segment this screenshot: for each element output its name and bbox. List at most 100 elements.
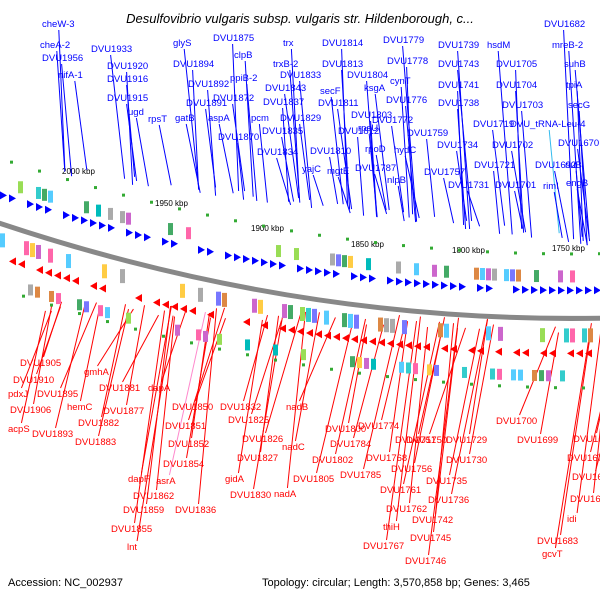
callout-line — [198, 308, 218, 505]
gene-label-reverse: DVU1774 — [358, 421, 399, 432]
forward-gene-arrow — [162, 237, 169, 246]
forward-gene-arrow — [135, 230, 142, 239]
callout-line — [335, 318, 367, 455]
forward-gene-arrow — [108, 223, 115, 232]
reverse-gene-arrow — [423, 343, 430, 352]
gene-label-reverse: nadB — [286, 402, 308, 413]
feature-block — [28, 284, 33, 296]
gene-label-reverse: gidA — [225, 474, 245, 485]
forward-gene-arrow — [261, 258, 268, 267]
feature-block — [434, 364, 439, 376]
callout-line — [540, 332, 560, 435]
gene-label-reverse: idi — [567, 514, 577, 525]
feature-block — [348, 313, 353, 328]
gene-label-forward: hydC — [394, 145, 416, 156]
gene-label-forward: DVU1702 — [492, 140, 533, 151]
callout-line — [357, 136, 365, 216]
gene-label-reverse: nadA — [274, 489, 297, 500]
feature-block — [582, 328, 587, 343]
forward-gene-arrow — [405, 278, 412, 287]
callout-line — [185, 123, 201, 193]
callout-line — [243, 315, 269, 402]
callout-line — [386, 321, 418, 541]
gene-label-forward: DVU1933 — [91, 44, 132, 55]
gene-label-reverse: DVU1827 — [237, 453, 278, 464]
gene-label-reverse: dapA — [148, 383, 171, 394]
callout-line — [237, 142, 245, 200]
reverse-gene-arrow — [90, 281, 97, 290]
feature-block — [306, 307, 311, 322]
feature-block — [102, 264, 107, 279]
feature-block — [474, 267, 479, 280]
forward-gene-arrow — [198, 245, 205, 254]
callout-line — [98, 308, 130, 437]
kbp-mark: 1850 kbp — [351, 240, 384, 249]
gene-label-forward: DVU1837 — [263, 97, 304, 108]
feature-block — [288, 305, 293, 320]
callout-line — [391, 125, 405, 213]
genome-summary-text: Topology: circular; Length: 3,570,858 bp… — [262, 577, 530, 589]
feature-block — [534, 270, 539, 283]
forward-callout-lines — [56, 29, 591, 246]
feature-block — [126, 312, 131, 324]
feature-block — [30, 243, 35, 258]
callout-line — [183, 48, 199, 185]
green-marker — [290, 229, 293, 233]
feature-block — [560, 370, 565, 382]
gene-label-forward: DVU1743 — [438, 59, 479, 70]
feature-block — [546, 370, 551, 382]
callout-line — [299, 80, 313, 208]
callout-line — [554, 170, 570, 243]
green-marker — [330, 367, 333, 371]
gene-label-forward: DVU1776 — [386, 95, 427, 106]
gene-label-reverse: acpS — [8, 424, 30, 435]
gene-label-forward: DVU1872 — [213, 93, 254, 104]
gene-label-reverse: DVU1854 — [163, 459, 204, 470]
callout-line — [469, 319, 489, 435]
feature-block — [168, 281, 173, 296]
gene-label-forward: DVU1956 — [42, 53, 83, 64]
feature-block — [144, 217, 149, 230]
forward-gene-arrow — [441, 281, 448, 290]
reverse-gene-arrow — [360, 336, 367, 345]
kbp-mark: 1950 kbp — [155, 199, 188, 208]
feature-block — [384, 318, 389, 333]
green-marker — [554, 386, 557, 390]
gene-label-reverse: DVU1756 — [391, 464, 432, 475]
reverse-gene-arrow — [333, 332, 340, 341]
callout-line — [374, 173, 388, 215]
reverse-gene-arrow — [351, 335, 358, 344]
gene-label-reverse: DVU1862 — [133, 491, 174, 502]
reverse-gene-arrow — [378, 338, 385, 347]
gene-label-forward: DVU1812 — [338, 126, 379, 137]
callout-line — [395, 316, 421, 522]
gene-label-forward: DVU1834 — [257, 147, 298, 158]
reverse-gene-arrow — [261, 321, 268, 330]
reverse-callout-lines — [20, 301, 600, 556]
reverse-gene-arrow — [18, 260, 25, 269]
feature-block — [56, 293, 61, 305]
feature-block — [396, 261, 401, 274]
gene-label-forward: DVU1703 — [502, 100, 543, 111]
reverse-gene-arrow — [135, 293, 142, 302]
gene-label-forward: DVU1778 — [387, 56, 428, 67]
kbp-mark: 1750 kbp — [552, 244, 585, 253]
reverse-gene-arrow — [342, 334, 349, 343]
forward-gene-arrow — [414, 279, 421, 288]
feature-block — [216, 233, 221, 246]
callout-line — [329, 156, 339, 205]
gene-label-reverse: DVU1877 — [103, 406, 144, 417]
feature-block — [532, 369, 537, 381]
gene-label-reverse: DVU1851 — [165, 421, 206, 432]
reverse-gene-arrow — [495, 347, 502, 356]
gene-label-forward: cheW-3 — [42, 19, 75, 30]
callout-line — [276, 157, 292, 206]
gene-label-forward: DVU1719 — [473, 119, 514, 130]
forward-gene-arrow — [360, 273, 367, 282]
forward-gene-arrow — [432, 280, 439, 289]
reverse-gene-arrow — [288, 326, 295, 335]
gene-label-forward: DVU1741 — [438, 80, 479, 91]
gene-label-forward: rpsT — [148, 114, 167, 125]
callout-line — [554, 323, 592, 549]
callout-line — [244, 60, 254, 197]
